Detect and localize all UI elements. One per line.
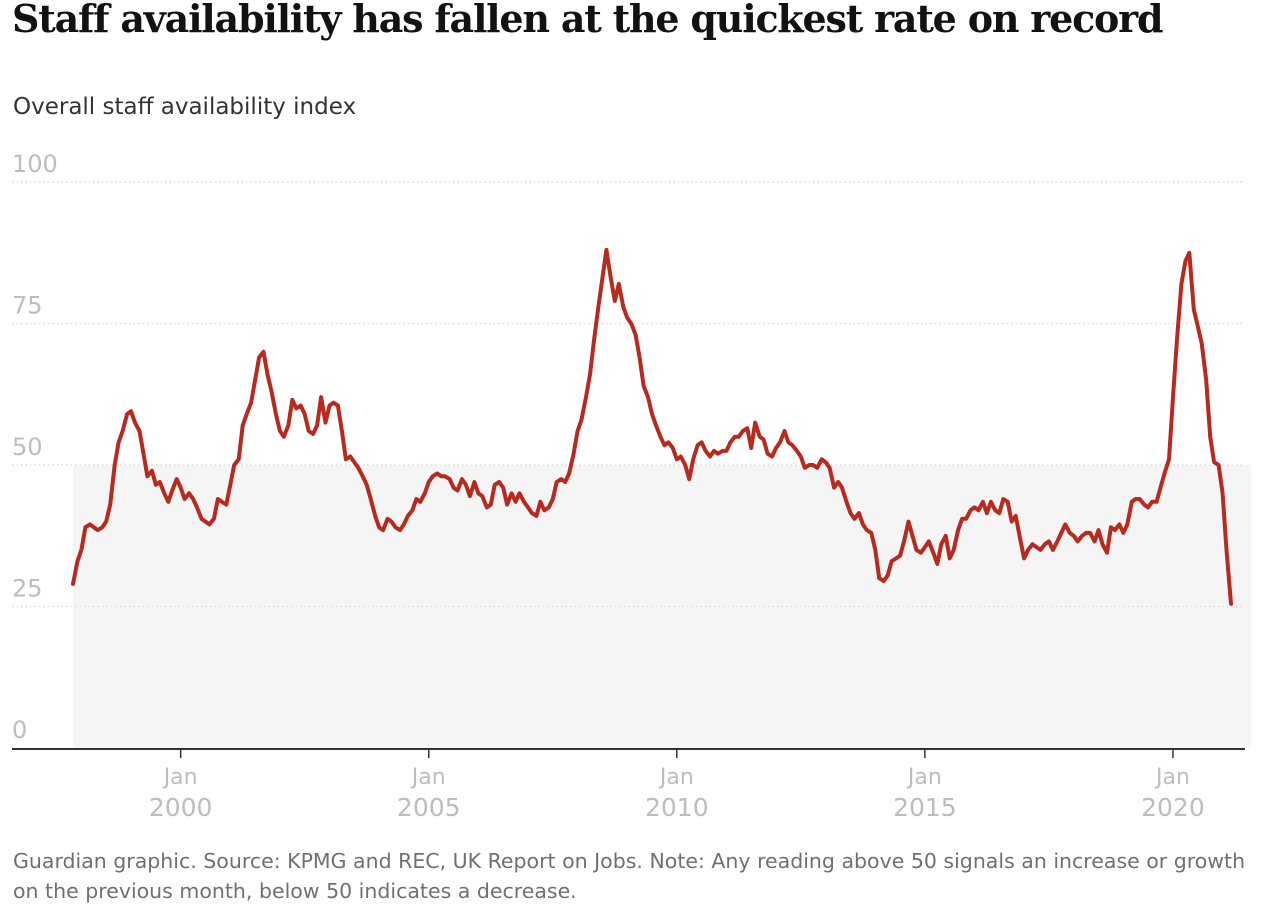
x-tick-year-label: 2010 (645, 793, 709, 822)
y-tick-label: 0 (12, 716, 27, 744)
y-axis-label: Overall staff availability index (13, 94, 357, 120)
x-tick-year-label: 2015 (893, 793, 957, 822)
y-tick-label: 25 (12, 575, 43, 603)
x-tick-year-label: 2020 (1141, 793, 1205, 822)
gridlines (12, 181, 1245, 608)
x-tick-month-label: Jan (1154, 765, 1190, 790)
x-tick-year-label: 2005 (397, 793, 461, 822)
x-tick-year-label: 2000 (149, 793, 213, 822)
y-axis-ticks: 0 25 50 75 100 (12, 150, 58, 744)
x-axis-ticks: Jan 2000 Jan 2005 Jan 2010 Jan 2015 Jan 2020 (149, 750, 1205, 822)
series-line (71, 247, 1233, 606)
y-tick-label: 75 (12, 292, 43, 320)
x-tick-month-label: Jan (162, 765, 198, 790)
y-tick-label: 100 (12, 150, 58, 178)
y-tick-label: 50 (12, 433, 43, 461)
x-tick-month-label: Jan (906, 765, 942, 790)
x-tick-month-label: Jan (658, 765, 694, 790)
x-tick-month-label: Jan (410, 765, 446, 790)
chart-title: Staff availability has fallen at the qui… (12, 0, 1164, 41)
source-note: Guardian graphic. Source: KPMG and REC, … (13, 849, 1246, 903)
